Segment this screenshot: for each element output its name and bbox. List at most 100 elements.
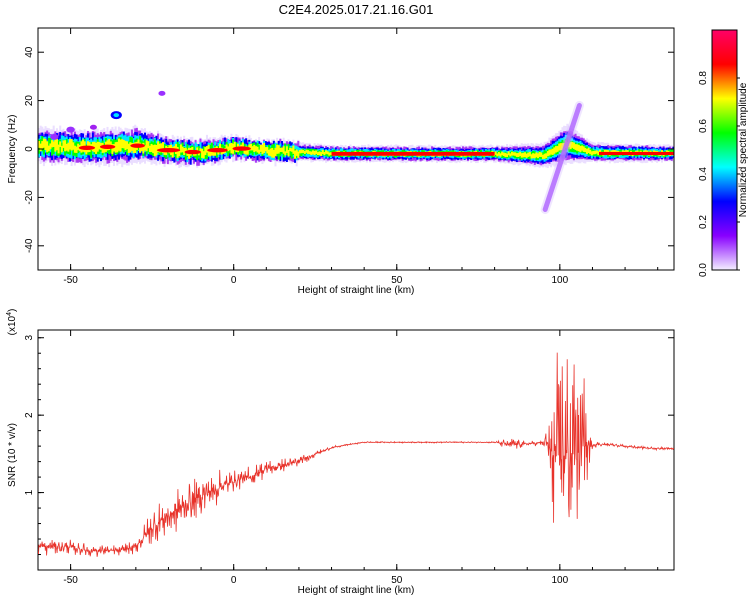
heatmap-cell [153,144,156,157]
heatmap-cell [556,146,559,152]
heatmap-cell [501,151,504,156]
heatmap-peak [598,151,674,156]
heatmap-cell [581,145,584,151]
heatmap-cell [553,147,556,154]
heatmap-cell [59,139,62,155]
heatmap-cell [142,142,145,154]
heatmap-cell [227,146,230,152]
heatmap-cell [561,143,564,151]
heatmap-cell [57,144,60,154]
heatmap-cell [497,152,500,156]
x-tick-label: 100 [552,575,569,586]
heatmap-cell [546,151,549,157]
heatmap-cell [64,140,67,152]
heatmap-cell [263,143,266,154]
heatmap-cell [613,150,616,154]
colorbar-scale [711,29,738,271]
colorbar-tick-label: 0.0 [698,263,709,277]
heatmap-cell [519,151,522,157]
heatmap-cell [122,139,125,149]
heatmap-cell [509,153,512,157]
heatmap-cell [528,153,531,160]
heatmap-cell [60,145,63,153]
heatmap-cell [139,142,142,153]
heatmap-cell [522,152,525,158]
heatmap-cell [558,143,561,151]
heatmap-cell [51,140,54,148]
x-tick-label: 100 [552,275,569,286]
heatmap-cell [67,142,70,152]
heatmap-peak [78,145,96,150]
heatmap-cell [504,152,507,157]
heatmap-cell [272,149,275,158]
colorbar-tick-label: 0.6 [698,119,709,133]
heatmap-cell [70,139,73,151]
heatmap-cell [127,143,130,153]
heatmap-cell [514,152,517,156]
y-tick-label: 20 [24,95,35,107]
heatmap-cell [251,146,254,151]
y-tick-label: 3 [24,335,35,341]
heatmap-cell [528,151,531,157]
heatmap-cell [47,145,50,152]
snr-x-axis-label: Height of straight line (km) [298,585,415,596]
colorbar-tick-label: 0.4 [698,167,709,181]
heatmap-cell [298,150,301,154]
heatmap-cell [628,149,631,155]
heatmap-peak [130,143,145,148]
heatmap-cell [264,145,267,159]
heatmap-cell [184,148,187,160]
heatmap-cell [55,138,58,151]
heatmap-cell [530,154,533,159]
heatmap-cell [266,147,269,154]
heatmap-cell [181,146,184,153]
heatmap-cell [290,148,293,152]
heatmap-cell [543,153,546,159]
snr-series-line [38,352,674,557]
colorbar-label: Normalized spectral amplitude [738,82,749,217]
heatmap-cell [496,153,499,157]
heatmap-cell [554,146,557,153]
colorbar-ticks: 0.0 0.2 0.4 0.6 0.8 [698,71,740,277]
heatmap-cell [85,146,88,155]
heatmap-cell [292,145,295,154]
heatmap-cell [329,152,332,155]
heatmap-cell [152,145,155,154]
heatmap-cell [520,153,523,158]
heatmap-cell [512,152,515,156]
heatmap-cell [515,153,518,157]
heatmap-cell [52,141,55,147]
heatmap-cell [137,139,140,147]
y-tick-label: 1 [24,489,35,495]
heatmap-cell [145,140,148,152]
heatmap-cell [199,148,202,153]
heatmap-cell [253,144,256,153]
heatmap-cell [225,144,228,149]
heatmap-cell [144,145,147,151]
heatmap-cell [499,150,502,156]
heatmap-cell [160,143,163,153]
y-tick-label: 2 [24,412,35,418]
heatmap-cell [289,147,292,157]
heatmap-cell [499,153,502,157]
heatmap-cell [598,149,602,154]
heatmap-cell [325,150,328,154]
heatmap-cell [201,148,204,158]
heatmap-cell [176,146,179,158]
heatmap-spot [50,133,59,140]
x-tick-label: 0 [231,275,237,286]
heatmap-cell [559,143,562,151]
heatmap-cell [254,146,257,152]
heatmap-cell [310,151,313,155]
heatmap-cell [51,140,54,156]
heatmap-cell [572,142,575,149]
heatmap-streaks [50,90,584,214]
heatmap-cell [318,151,321,155]
heatmap-cell [300,150,303,156]
heatmap-cell [148,145,151,153]
heatmap-cell [551,148,554,155]
heatmap-cell [132,143,135,154]
heatmap-cell [295,149,298,156]
heatmap-cell [313,150,316,156]
